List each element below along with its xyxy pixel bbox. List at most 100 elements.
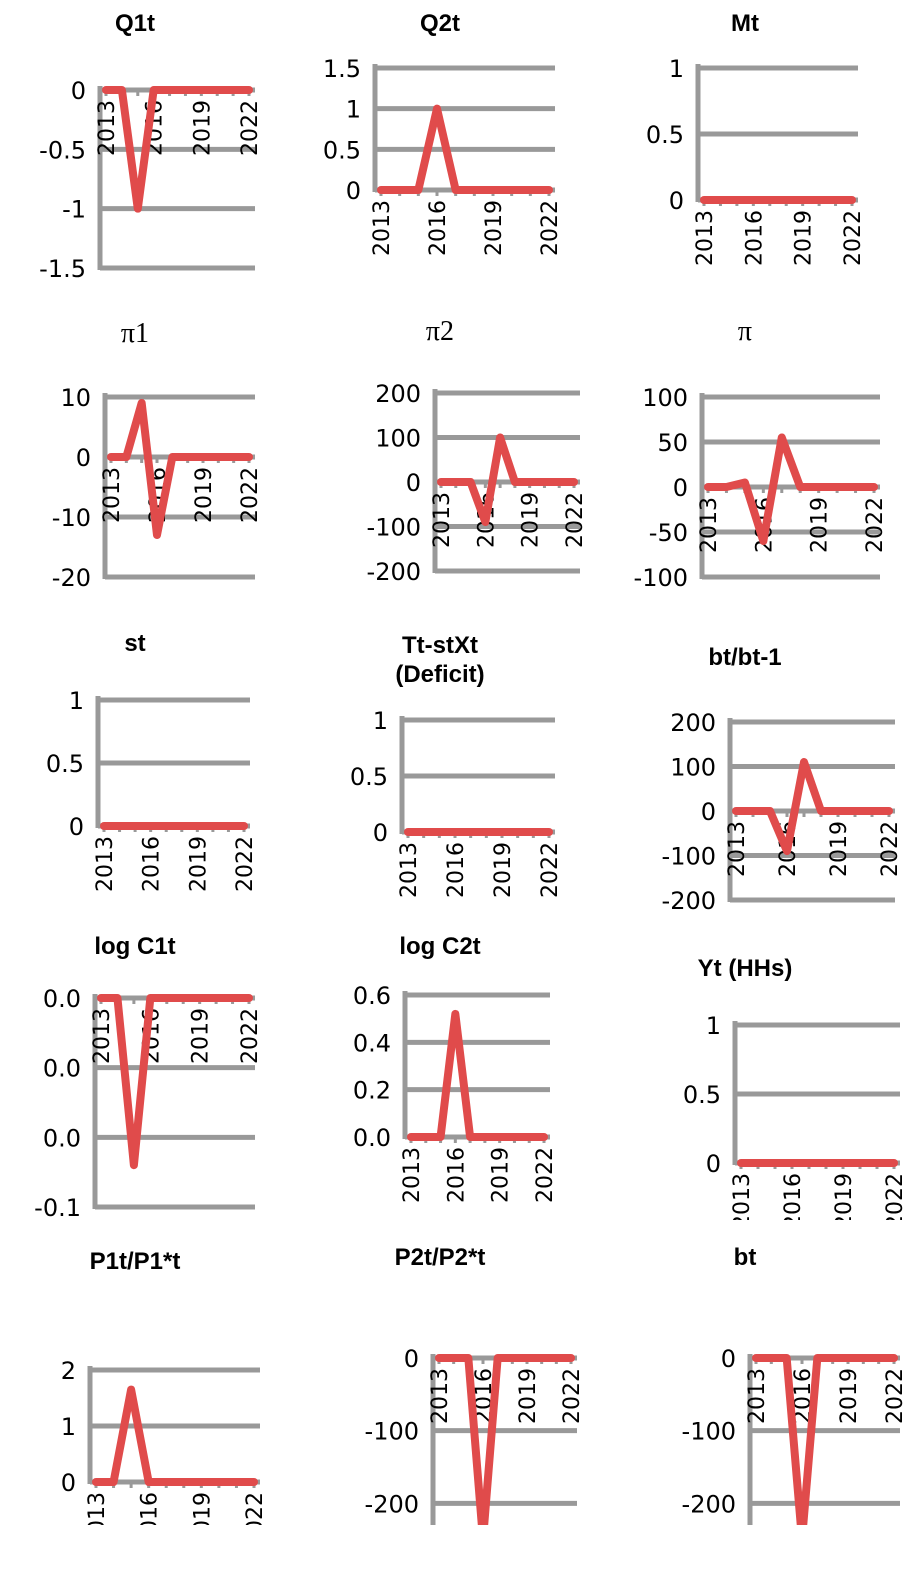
chart-panel: Q2t 1.5 1 0.5 0 2013 2016 2019 2022 [305,0,610,305]
x-tick-label: 2019 [519,492,544,548]
x-tick-label: 2013 [100,467,125,523]
x-tick-label: 2013 [697,497,722,553]
x-tick-label: 2022 [563,492,588,548]
x-tick-label: 2013 [745,1368,770,1424]
chart-title: Q1t [114,10,155,37]
chart-title: Yt (HHs) [697,955,793,982]
chart-title: Q2t [419,10,460,37]
chart-title: Mt [731,10,759,37]
y-tick-label: 1 [69,687,84,715]
x-tick-label: 2019 [190,1492,215,1525]
y-tick-label: 1 [346,96,361,124]
y-tick-label: 0 [71,77,86,105]
x-tick-label: 2016 [444,842,469,898]
x-tick-label: 2019 [832,1173,857,1220]
x-tick-label: 2013 [725,821,750,877]
x-tick-label: 2022 [238,467,263,523]
x-tick-label: 2019 [190,100,215,156]
y-tick-label: -200 [682,1490,736,1518]
y-tick-label: 0.4 [353,1029,391,1057]
y-tick-label: 0.2 [353,1077,391,1105]
y-tick-label: 1 [669,55,684,83]
x-tick-label: 2013 [400,1147,425,1203]
series-line [377,104,553,194]
x-tick-label: 2022 [243,1492,268,1525]
chart-svg: 2 1 0 2013 2016 2019 2022 [61,1357,268,1525]
y-tick-label: -20 [52,564,91,592]
x-tick-label: 2022 [538,842,563,898]
series-line [752,1354,898,1525]
y-tick-label: 0.5 [323,136,361,164]
series-line [102,86,253,213]
y-tick-label: 100 [375,425,421,453]
x-tick-label: 2013 [95,100,120,156]
chart-title: log C1t [94,933,176,960]
x-tick-label: 2019 [491,842,516,898]
y-tick-label: 1.5 [323,55,361,83]
x-tick-label: 2016 [444,1147,469,1203]
y-tick-label: 100 [642,384,688,412]
x-tick-label: 2016 [426,200,451,256]
y-tick-label: -100 [662,843,716,871]
y-tick-label: 0 [701,798,716,826]
chart-panel: log C2t 0.6 0.4 0.2 0.0 2013 2016 2019 2022 [305,915,610,1220]
chart-svg: 1 0.5 0 2013 2016 2019 2022 [683,1012,908,1220]
x-tick-label: 2019 [189,1008,214,1064]
chart-svg: 1 0.5 0 2013 2016 2019 2022 [46,687,258,892]
x-tick-label: 2013 [90,1008,115,1064]
series-line [92,1385,258,1486]
y-tick-label: 1 [373,707,388,735]
y-tick-label: 0 [406,469,421,497]
y-tick-label: 0 [673,474,688,502]
x-tick-label: 2022 [538,200,563,256]
chart-panel: Mt 1 0.5 0 2013 2016 2019 2022 [610,0,915,305]
chart-svg: 0-100-200-3002013201620192022 [682,1345,908,1525]
y-tick-label: -100 [367,514,421,542]
y-tick-label: 0.6 [353,982,391,1010]
chart-panel: Yt (HHs) 1 0.5 0 2013 2016 2019 2022 [610,915,915,1220]
y-tick-label: 0 [373,819,388,847]
chart-title: bt [733,1244,757,1271]
chart-panel: bt/bt-1 200 100 0 -100 -200 2013 2016 2019 2022 [610,610,915,915]
y-tick-label: 1 [706,1012,721,1040]
x-tick-label: 2016 [138,1492,163,1525]
chart-title: π [737,316,753,347]
chart-title: st [124,630,146,657]
x-tick-label: 2013 [370,200,395,256]
x-tick-label: 2022 [841,210,866,266]
x-tick-label: 2022 [883,1368,908,1424]
y-tick-label: 0 [404,1345,419,1373]
y-tick-label: 10 [60,384,91,412]
y-tick-label: 1 [61,1413,76,1441]
x-tick-label: 2022 [863,497,888,553]
y-tick-label: 100 [670,754,716,782]
x-tick-label: 2016 [742,210,767,266]
x-tick-label: 2013 [430,492,455,548]
y-tick-label: 0 [69,813,84,841]
y-tick-label: -100 [365,1418,419,1446]
chart-title: P2t/P2*t [394,1244,486,1271]
x-tick-label: 2013 [428,1368,453,1424]
series-line [435,1354,575,1525]
x-tick-label: 2016 [781,1173,806,1220]
chart-svg: 1 0.5 0 2013 2016 2019 2022 [350,707,563,898]
y-tick-label: -50 [649,519,688,547]
x-tick-label: 2022 [878,821,903,877]
y-tick-label: -0.5 [39,136,86,164]
chart-panel: π1 10 0 -10 -20 2013 2016 2019 2022 [0,305,305,610]
y-tick-label: 2 [61,1357,76,1385]
y-tick-label: -200 [662,887,716,915]
y-tick-label: -1 [62,196,86,224]
chart-title: log C2t [399,933,481,960]
y-tick-label: 0 [76,444,91,472]
chart-panel: bt 0-100-200-3002013201620192022 [610,1220,915,1525]
chart-title: bt/bt-1 [708,644,782,671]
x-tick-label: 2022 [560,1368,585,1424]
chart-svg: 1 0.5 0 2013 2016 2019 2022 [646,55,866,266]
x-tick-label: 2022 [238,100,263,156]
y-tick-label: 0 [346,177,361,205]
y-tick-label: 0 [706,1150,721,1178]
x-tick-label: 2022 [533,1147,558,1203]
